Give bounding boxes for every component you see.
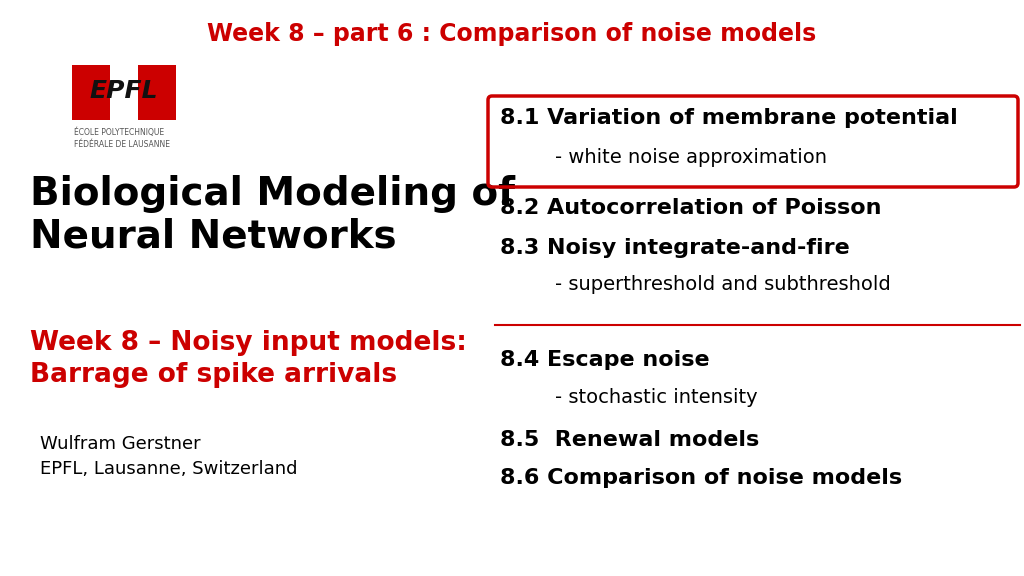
Text: - superthreshold and subthreshold: - superthreshold and subthreshold xyxy=(555,275,891,294)
Text: 8.3 Noisy integrate-and-fire: 8.3 Noisy integrate-and-fire xyxy=(500,238,850,258)
Text: - white noise approximation: - white noise approximation xyxy=(555,148,827,167)
Text: EPFL, Lausanne, Switzerland: EPFL, Lausanne, Switzerland xyxy=(40,460,298,478)
Text: - stochastic intensity: - stochastic intensity xyxy=(555,388,758,407)
Bar xyxy=(72,65,110,120)
Text: Wulfram Gerstner: Wulfram Gerstner xyxy=(40,435,201,453)
Text: Week 8 – part 6 : Comparison of noise models: Week 8 – part 6 : Comparison of noise mo… xyxy=(208,22,816,46)
Text: 8.1 Variation of membrane potential: 8.1 Variation of membrane potential xyxy=(500,108,957,128)
Text: 8.6 Comparison of noise models: 8.6 Comparison of noise models xyxy=(500,468,902,488)
Text: 8.2 Autocorrelation of Poisson: 8.2 Autocorrelation of Poisson xyxy=(500,198,882,218)
Text: EPFL: EPFL xyxy=(90,78,159,103)
Text: 8.5  Renewal models: 8.5 Renewal models xyxy=(500,430,759,450)
Bar xyxy=(138,65,176,120)
Text: Week 8 – Noisy input models:
Barrage of spike arrivals: Week 8 – Noisy input models: Barrage of … xyxy=(30,330,467,388)
Text: ÉCOLE POLYTECHNIQUE
FÉDÉRALE DE LAUSANNE: ÉCOLE POLYTECHNIQUE FÉDÉRALE DE LAUSANNE xyxy=(74,128,170,149)
Text: Biological Modeling of
Neural Networks: Biological Modeling of Neural Networks xyxy=(30,175,515,256)
Text: 8.4 Escape noise: 8.4 Escape noise xyxy=(500,350,710,370)
